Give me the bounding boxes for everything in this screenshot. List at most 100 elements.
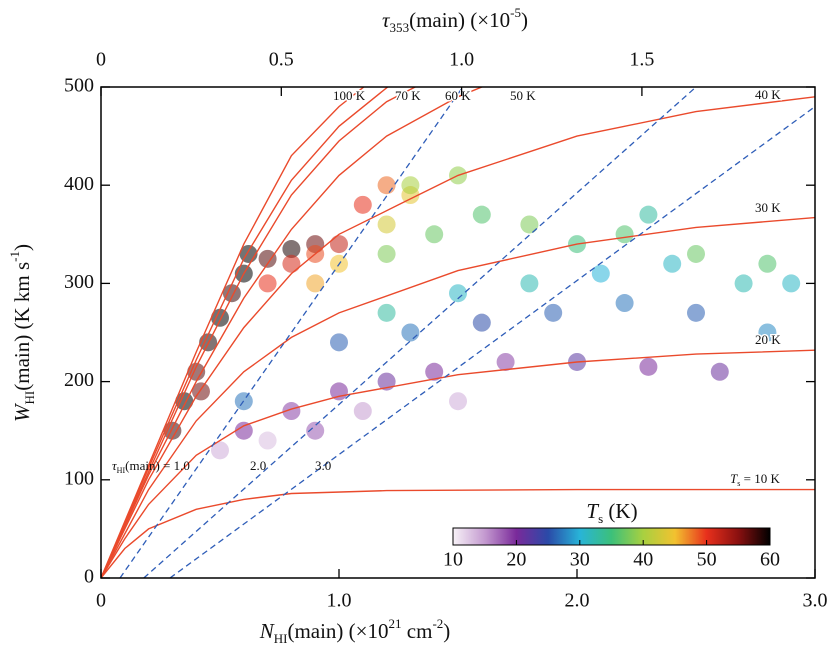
scatter-point bbox=[234, 421, 253, 440]
tau-line bbox=[143, 87, 697, 578]
scatter-point bbox=[449, 284, 467, 303]
scatter-point bbox=[687, 303, 705, 322]
scatter-point bbox=[258, 431, 277, 450]
ts-curve-label-part: 50 K bbox=[510, 88, 536, 103]
x2-tick-label: 0.5 bbox=[269, 49, 294, 71]
scatter-point bbox=[401, 323, 420, 342]
scatter-point bbox=[615, 294, 634, 313]
scatter-point bbox=[734, 274, 753, 293]
ts-curve-label-part: 30 K bbox=[755, 200, 781, 215]
tau-line-label-part: 3.0 bbox=[315, 458, 331, 473]
x-axis-label-part: HI bbox=[274, 631, 288, 646]
x2-axis-label: τ353(main) (×10-5) bbox=[382, 5, 528, 35]
ts-curve bbox=[101, 87, 484, 578]
colorbar-tick-label: 30 bbox=[570, 549, 590, 571]
ts-curve bbox=[101, 87, 389, 578]
x-axis-label: NHI(main) (×1021 cm-2) bbox=[259, 616, 451, 646]
y-axis-label: WHI(main) (K km s-1) bbox=[7, 244, 37, 422]
scatter-point bbox=[401, 176, 420, 195]
x2-axis-label-part: 353 bbox=[390, 20, 410, 35]
scatter-point bbox=[449, 392, 467, 411]
scatter-point bbox=[211, 441, 229, 460]
scatter-point bbox=[211, 308, 229, 327]
scatter-point bbox=[330, 333, 348, 352]
x2-tick-label: 1.0 bbox=[449, 49, 474, 71]
scatter-point bbox=[425, 225, 444, 244]
x-axis-label-part: N bbox=[259, 619, 275, 643]
tau-line-label: τHI(main) = 1.0 bbox=[112, 458, 190, 475]
x-axis-label-part: 21 bbox=[389, 616, 402, 631]
scatter-point bbox=[615, 225, 634, 244]
colorbar-title-part: s bbox=[598, 511, 603, 526]
x-axis-label-part: ) bbox=[443, 619, 450, 643]
tau-line bbox=[169, 106, 815, 578]
tau-line-label: 3.0 bbox=[315, 458, 331, 473]
ts-curve bbox=[101, 349, 815, 578]
ts-curve bbox=[101, 87, 365, 578]
scatter-point bbox=[472, 313, 491, 332]
x-tick-label: 3.0 bbox=[803, 590, 828, 612]
tau-line-label-part: (main) = 1.0 bbox=[125, 458, 190, 473]
scatter-point bbox=[377, 215, 396, 234]
scatter-point bbox=[377, 303, 396, 322]
y-tick-label: 500 bbox=[64, 75, 94, 97]
ts-curve-label-part: T bbox=[730, 471, 738, 486]
scatter-point bbox=[544, 303, 563, 322]
x-tick-label: 0 bbox=[96, 590, 106, 612]
y-tick-label: 0 bbox=[84, 566, 94, 588]
ts-curve-label-part: 20 K bbox=[755, 332, 781, 347]
tau-line-label-part: 2.0 bbox=[250, 458, 266, 473]
y-axis-label-part: ) bbox=[10, 244, 34, 251]
scatter-point bbox=[163, 421, 182, 440]
x2-axis-label-part: (main) (×10 bbox=[409, 8, 510, 32]
ts-curve bbox=[101, 87, 417, 578]
colorbar-tick-label: 40 bbox=[633, 549, 653, 571]
scatter-point bbox=[258, 274, 277, 293]
ts-curve-label: Ts = 10 K bbox=[730, 471, 780, 488]
y-axis-label-part: (main) (K km s bbox=[10, 262, 34, 391]
scatter-point bbox=[710, 362, 729, 381]
x-axis-label-part: (main) (×10 bbox=[287, 619, 388, 643]
scatter-point bbox=[377, 244, 396, 263]
colorbar-title: Ts (K) bbox=[586, 499, 637, 527]
scatter-point bbox=[639, 357, 658, 376]
colorbar-tick-label: 60 bbox=[760, 549, 780, 571]
y-tick-label: 400 bbox=[64, 173, 94, 195]
y-tick-label: 200 bbox=[64, 369, 94, 391]
scatter-point bbox=[353, 195, 372, 214]
ts-curve-label: 50 K bbox=[510, 88, 536, 103]
y-axis-label-part: W bbox=[10, 402, 34, 422]
ts-curve-label-part: 60 K bbox=[445, 88, 471, 103]
scatter-point bbox=[687, 244, 705, 263]
x2-axis-label-part: τ bbox=[382, 8, 391, 32]
scatter-point bbox=[496, 352, 515, 371]
scatter-cloud bbox=[163, 166, 801, 460]
scatter-point bbox=[377, 372, 396, 391]
scatter-point bbox=[425, 362, 444, 381]
scatter-point bbox=[520, 274, 539, 293]
scatter-point bbox=[282, 402, 301, 421]
scatter-point bbox=[306, 421, 325, 440]
scatter-point bbox=[663, 254, 682, 273]
scatter-point bbox=[758, 254, 777, 273]
tau-line-label-part: τ bbox=[112, 458, 118, 473]
scatter-point bbox=[330, 235, 348, 254]
x-axis-label-part: -2 bbox=[432, 616, 443, 631]
ts-curve-label: 100 K bbox=[333, 88, 366, 103]
scatter-point bbox=[258, 249, 277, 268]
ts-curve-label: 70 K bbox=[395, 88, 421, 103]
scatter-point bbox=[520, 215, 539, 234]
y-tick-label: 300 bbox=[64, 271, 94, 293]
plot-frame bbox=[100, 86, 816, 579]
ts-curve-label-part: = 10 K bbox=[740, 471, 780, 486]
x2-axis-label-part: ) bbox=[521, 8, 528, 32]
colorbar bbox=[452, 527, 771, 546]
x-tick-label: 2.0 bbox=[565, 590, 590, 612]
y-axis-label-part: HI bbox=[22, 391, 37, 405]
curves bbox=[101, 87, 815, 578]
ts-curve-label: 40 K bbox=[755, 87, 781, 102]
scatter-point bbox=[282, 254, 301, 273]
ts-curve-label: 20 K bbox=[755, 332, 781, 347]
scatter-point bbox=[472, 205, 491, 224]
